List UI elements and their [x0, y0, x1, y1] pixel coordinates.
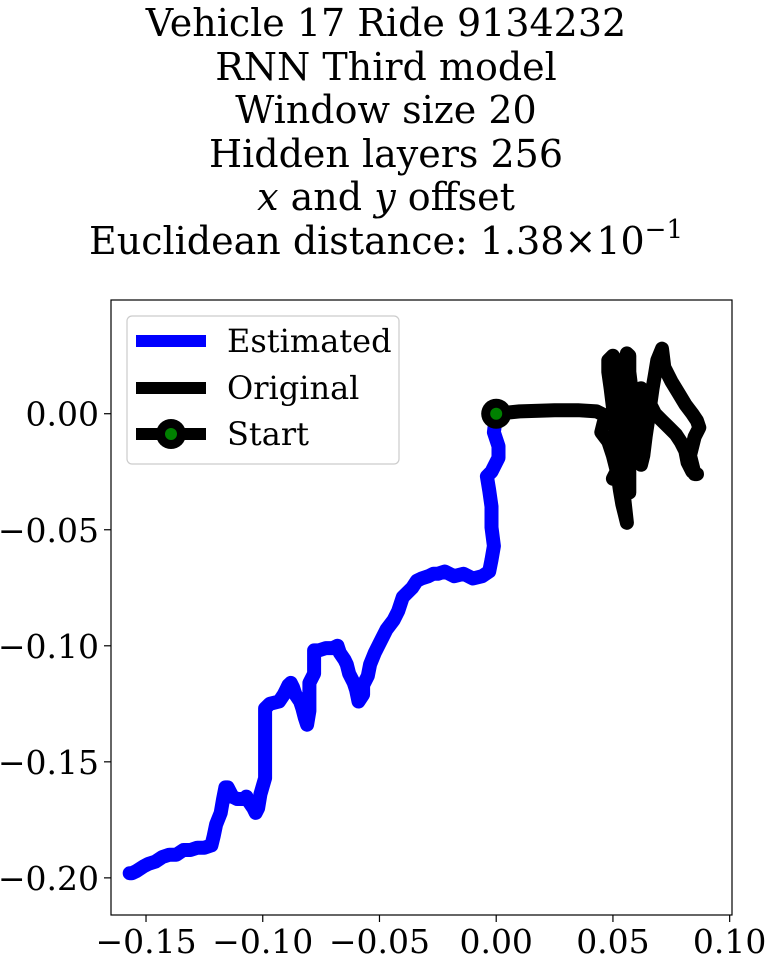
x-tick-label: −0.15 [95, 922, 196, 961]
legend-label-start: Start [227, 415, 309, 453]
series-line-estimated [122, 406, 506, 881]
title-line-3: Window size 20 [235, 88, 537, 132]
legend-start-marker-center [165, 428, 177, 440]
legend-box [126, 315, 400, 465]
legend-label-estimated: Estimated [227, 322, 392, 360]
series-line-original [489, 341, 707, 530]
x-tick-label: −0.05 [329, 922, 430, 961]
axes: −0.15 −0.10 −0.05 0.00 0.05 0.10 0.00 −0.05 −0.1… [0, 395, 766, 961]
title-distance-times: × [564, 218, 597, 263]
title-distance-mantissa: 1.38 [479, 218, 565, 263]
chart-title: Vehicle 17 Ride 9134232 RNN Third model … [0, 1, 772, 264]
title-distance-exponent: −1 [644, 214, 683, 245]
title-offset: offset [407, 175, 515, 219]
title-line-4: Hidden layers 256 [208, 131, 564, 176]
legend-label-original: Original [227, 369, 359, 407]
title-x-variable: x [257, 175, 279, 219]
y-tick-label: −0.05 [0, 511, 99, 550]
plot-area [122, 341, 707, 881]
plot-marks [122, 341, 707, 881]
title-and: and [290, 175, 363, 219]
title-line-2: RNN Third model [215, 44, 557, 89]
title-line-1: Vehicle 17 Ride 9134232 [145, 1, 627, 45]
title-y-variable: y [374, 175, 396, 219]
title-line-6: Euclidean distance: 1.38×10−1 [0, 217, 772, 264]
y-tick-label: −0.15 [0, 743, 99, 782]
title-distance-prefix: Euclidean distance: [89, 218, 480, 263]
plot-frame [110, 299, 733, 916]
y-tick-label: −0.10 [0, 627, 99, 666]
title-distance-base: 10 [596, 218, 645, 263]
y-tick-label: 0.00 [26, 395, 99, 434]
x-tick-label: 0.05 [576, 922, 649, 961]
start-marker-center [490, 407, 503, 420]
legend: Estimated Original Start [126, 315, 400, 465]
x-tick-label: −0.10 [212, 922, 313, 961]
y-tick-label: −0.20 [0, 859, 99, 898]
title-line-5: x and y offset [0, 175, 772, 220]
x-tick-label: 0.10 [693, 922, 766, 961]
x-tick-label: 0.00 [459, 922, 532, 961]
